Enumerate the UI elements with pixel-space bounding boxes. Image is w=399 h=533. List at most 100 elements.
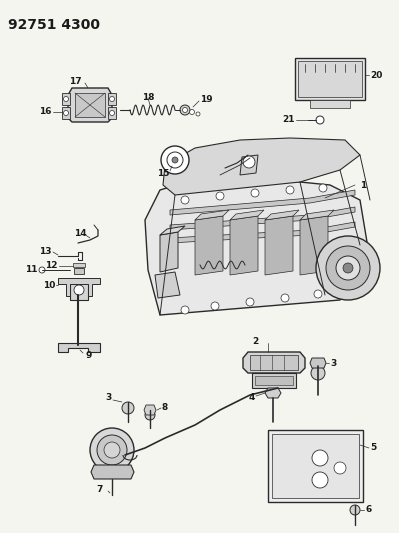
Text: 12: 12 (45, 262, 58, 271)
Text: 21: 21 (282, 116, 295, 125)
Bar (255, 376, 293, 385)
Text: 7: 7 (97, 486, 103, 495)
Polygon shape (160, 232, 178, 272)
Polygon shape (160, 226, 185, 235)
Polygon shape (265, 210, 299, 220)
Circle shape (97, 435, 127, 465)
Polygon shape (310, 358, 326, 368)
Circle shape (343, 263, 353, 273)
Text: 20: 20 (370, 70, 382, 79)
Polygon shape (300, 216, 328, 275)
Text: 1: 1 (360, 181, 366, 190)
Text: 14: 14 (74, 229, 86, 238)
Bar (62, 107, 70, 119)
Polygon shape (195, 216, 223, 275)
Bar (73, 263, 85, 267)
Circle shape (312, 450, 328, 466)
Polygon shape (195, 210, 229, 220)
Circle shape (350, 505, 360, 515)
Text: 2: 2 (252, 337, 258, 346)
Bar (250, 355, 298, 370)
Text: 92751 4300: 92751 4300 (8, 18, 100, 32)
Circle shape (316, 236, 380, 300)
Circle shape (104, 442, 120, 458)
Bar (310, 100, 350, 108)
Text: 4: 4 (249, 393, 255, 402)
Polygon shape (68, 88, 112, 122)
Bar (70, 280, 88, 300)
Text: 8: 8 (162, 402, 168, 411)
Polygon shape (170, 190, 355, 215)
Bar (295, 58, 365, 100)
Polygon shape (58, 278, 100, 296)
Circle shape (312, 472, 328, 488)
Text: 3: 3 (106, 393, 112, 402)
Circle shape (319, 184, 327, 192)
Polygon shape (91, 465, 134, 479)
Polygon shape (300, 210, 334, 220)
Circle shape (286, 186, 294, 194)
Polygon shape (170, 222, 355, 243)
Circle shape (216, 192, 224, 200)
Circle shape (145, 410, 155, 420)
Circle shape (109, 96, 115, 101)
Text: 13: 13 (40, 247, 52, 256)
Text: 17: 17 (69, 77, 81, 86)
Polygon shape (170, 207, 355, 230)
Circle shape (181, 196, 189, 204)
Polygon shape (240, 155, 258, 175)
Text: 9: 9 (85, 351, 91, 359)
Polygon shape (265, 216, 293, 275)
Polygon shape (155, 272, 180, 298)
Circle shape (251, 189, 259, 197)
Circle shape (161, 146, 189, 174)
Text: 10: 10 (43, 280, 55, 289)
Circle shape (311, 366, 325, 380)
Circle shape (74, 285, 84, 295)
Bar (268, 430, 363, 502)
Polygon shape (252, 373, 296, 388)
Text: 18: 18 (142, 93, 154, 101)
Text: 5: 5 (370, 443, 376, 453)
Polygon shape (145, 175, 370, 315)
Text: 3: 3 (330, 359, 336, 367)
Circle shape (180, 105, 190, 115)
Text: 11: 11 (26, 265, 38, 274)
Text: 16: 16 (40, 108, 52, 117)
Polygon shape (230, 210, 264, 220)
Circle shape (182, 108, 188, 112)
Bar (272, 434, 359, 498)
Circle shape (167, 152, 183, 168)
Polygon shape (265, 388, 281, 398)
Circle shape (39, 267, 45, 273)
Circle shape (336, 256, 360, 280)
Polygon shape (58, 343, 100, 352)
Circle shape (211, 302, 219, 310)
Circle shape (172, 157, 178, 163)
Text: 6: 6 (365, 505, 371, 514)
Circle shape (196, 112, 200, 116)
Circle shape (314, 290, 322, 298)
Circle shape (246, 298, 254, 306)
Polygon shape (230, 216, 258, 275)
Circle shape (63, 96, 69, 101)
Polygon shape (75, 93, 105, 117)
Bar (298, 61, 362, 97)
Circle shape (281, 294, 289, 302)
Text: 15: 15 (157, 168, 169, 177)
Circle shape (316, 116, 324, 124)
Polygon shape (144, 405, 156, 415)
Circle shape (243, 156, 255, 168)
Bar (62, 93, 70, 105)
Text: 19: 19 (200, 95, 213, 104)
Bar (108, 107, 116, 119)
Circle shape (122, 402, 134, 414)
Bar (108, 93, 116, 105)
Circle shape (181, 306, 189, 314)
Circle shape (190, 109, 194, 115)
Polygon shape (163, 138, 360, 195)
Circle shape (109, 110, 115, 116)
Circle shape (326, 246, 370, 290)
Polygon shape (243, 352, 305, 373)
Circle shape (63, 110, 69, 116)
